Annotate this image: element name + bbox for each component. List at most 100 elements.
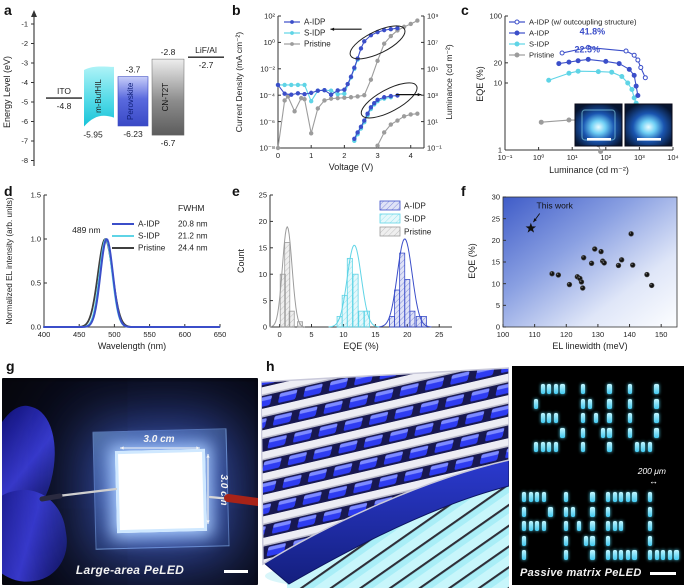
- display-pixel: [540, 384, 545, 394]
- display-pixel: [547, 442, 552, 452]
- svg-text:FWHM: FWHM: [178, 203, 204, 213]
- display-pixel: [625, 492, 630, 502]
- svg-text:1: 1: [498, 146, 502, 155]
- svg-text:-2: -2: [21, 39, 28, 48]
- jv-luminance-chart: 10⁻⁸10⁻⁶10⁻⁴10⁻²10⁰10²10⁻¹10¹10³10⁵10⁷10…: [234, 12, 454, 172]
- display-pixel: [522, 492, 527, 502]
- display-pixel: [528, 521, 533, 531]
- svg-text:Perovskite: Perovskite: [126, 82, 135, 120]
- svg-text:20: 20: [259, 217, 267, 226]
- display-pixel: [540, 413, 545, 423]
- display-pixel: [581, 413, 586, 423]
- svg-text:EQE (%): EQE (%): [467, 243, 477, 279]
- display-pixel: [581, 398, 586, 409]
- svg-text:10³: 10³: [427, 91, 438, 100]
- svg-text:10⁰: 10⁰: [264, 38, 275, 47]
- display-pixel: [648, 521, 653, 531]
- svg-text:3.0 cm: 3.0 cm: [218, 474, 229, 505]
- svg-text:This work: This work: [537, 200, 574, 210]
- display-pixel: [547, 384, 552, 394]
- svg-text:S-IDP: S-IDP: [404, 215, 426, 224]
- svg-text:Pristine: Pristine: [138, 244, 166, 253]
- display-pixel: [583, 535, 588, 546]
- svg-text:110: 110: [529, 330, 541, 339]
- svg-text:25: 25: [435, 330, 443, 339]
- svg-text:10⁻⁸: 10⁻⁸: [260, 144, 275, 153]
- svg-text:5: 5: [309, 330, 313, 339]
- display-pixel: [619, 550, 624, 560]
- panel-label-f: f: [461, 183, 466, 199]
- display-pixel: [560, 427, 565, 438]
- display-pixel: [590, 550, 595, 560]
- display-pixel: [581, 384, 586, 394]
- display-pixel: [634, 442, 639, 452]
- display-pixel: [628, 398, 633, 409]
- display-pixel: [628, 384, 633, 394]
- svg-text:-3.7: -3.7: [126, 65, 141, 75]
- svg-text:10⁹: 10⁹: [427, 12, 439, 21]
- display-pixel: [628, 427, 633, 438]
- display-pixel: [654, 427, 659, 438]
- svg-text:10: 10: [492, 279, 500, 288]
- svg-text:15: 15: [492, 258, 500, 267]
- display-pixel: [540, 442, 545, 452]
- svg-text:10⁻⁶: 10⁻⁶: [260, 117, 275, 126]
- pixel-letters: [512, 366, 684, 585]
- display-pixel: [647, 442, 652, 452]
- display-pixel: [648, 506, 653, 517]
- eqe-histogram-chart: 0 5 10 15 20 25 0 5 10 15 20 25 Count EQE (%) A-IDP S-I…: [236, 191, 452, 351]
- display-pixel: [553, 384, 558, 394]
- svg-text:Normalized EL intensity (arb.: Normalized EL intensity (arb. units): [5, 197, 14, 324]
- svg-text:-2.8: -2.8: [161, 47, 176, 57]
- el-spectrum-chart: 0.0 0.5 1.0 1.5 400 450 500 550 600 650 Normalized…: [5, 191, 226, 351]
- svg-text:10: 10: [339, 330, 347, 339]
- display-pixel: [522, 535, 527, 546]
- display-pixel: [625, 550, 630, 560]
- svg-text:489 nm: 489 nm: [72, 225, 100, 235]
- svg-text:10: 10: [494, 79, 502, 88]
- svg-text:ITO: ITO: [57, 86, 71, 96]
- svg-text:10¹: 10¹: [567, 153, 578, 162]
- display-caption: Passive matrix PeLED: [520, 567, 642, 579]
- svg-text:10⁻¹: 10⁻¹: [427, 144, 442, 153]
- svg-text:20: 20: [403, 330, 411, 339]
- svg-text:400: 400: [38, 330, 51, 339]
- display-pixel: [581, 442, 586, 452]
- svg-text:10⁴: 10⁴: [667, 153, 679, 162]
- display-pixel: [619, 492, 624, 502]
- svg-text:1.0: 1.0: [31, 235, 41, 244]
- svg-text:0: 0: [496, 323, 500, 332]
- svg-text:-6.7: -6.7: [161, 138, 176, 148]
- svg-text:20.8 nm: 20.8 nm: [178, 220, 208, 229]
- display-pixel: [553, 442, 558, 452]
- svg-text:41.8%: 41.8%: [580, 26, 606, 36]
- svg-text:Count: Count: [236, 249, 246, 274]
- display-pixel: [564, 506, 569, 517]
- svg-text:3.0 cm: 3.0 cm: [143, 434, 174, 445]
- scale-bar: [224, 570, 248, 573]
- svg-text:600: 600: [179, 330, 192, 339]
- display-pixel: [667, 550, 672, 560]
- display-pixel: [661, 550, 666, 560]
- svg-text:-1: -1: [21, 20, 28, 29]
- svg-text:A-IDP: A-IDP: [304, 18, 325, 27]
- svg-text:10²: 10²: [264, 12, 275, 21]
- svg-text:10⁷: 10⁷: [427, 38, 438, 47]
- svg-text:EQE (%): EQE (%): [475, 66, 485, 102]
- svg-text:0: 0: [277, 330, 281, 339]
- panel-label-e: e: [232, 183, 240, 199]
- svg-text:0.0: 0.0: [31, 323, 41, 332]
- svg-text:10¹: 10¹: [427, 117, 438, 126]
- large-area-peled-photo: 3.0 cm 3.0 cm Large-area PeLED: [2, 378, 258, 585]
- svg-text:25: 25: [492, 214, 500, 223]
- svg-text:2: 2: [342, 151, 346, 160]
- display-pixel: [606, 506, 611, 517]
- svg-text:Energy Level (eV): Energy Level (eV): [2, 56, 12, 128]
- display-pixel: [564, 550, 569, 560]
- svg-text:10³: 10³: [634, 153, 645, 162]
- svg-text:30: 30: [492, 193, 500, 202]
- svg-text:Current Density (mA cm⁻²): Current Density (mA cm⁻²): [234, 32, 244, 133]
- svg-text:Luminance (cd m⁻²): Luminance (cd m⁻²): [549, 165, 629, 175]
- display-pixel: [534, 398, 539, 409]
- svg-text:-2.7: -2.7: [199, 60, 214, 70]
